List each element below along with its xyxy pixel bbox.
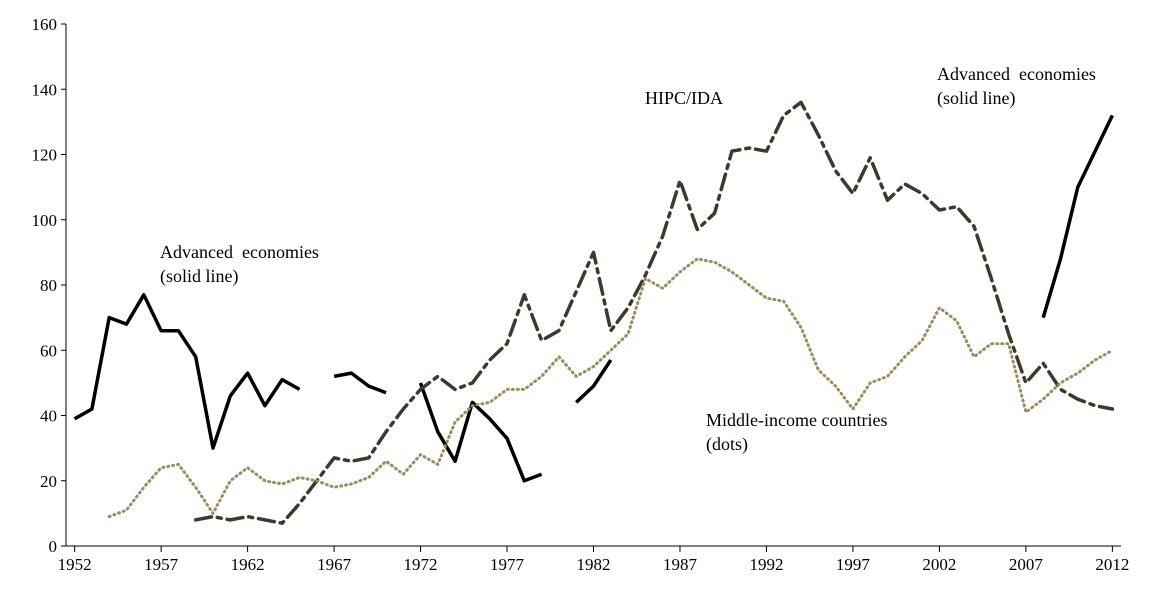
x-tick-label: 1987 bbox=[663, 555, 698, 574]
line-series bbox=[73, 293, 301, 450]
annotation: Middle-income countries bbox=[706, 410, 887, 430]
y-tick-label: 0 bbox=[49, 537, 58, 556]
x-tick-label: 1997 bbox=[836, 555, 871, 574]
annotation: HIPC/IDA bbox=[645, 88, 723, 108]
x-tick-label: 1952 bbox=[58, 555, 92, 574]
annotation: (solid line) bbox=[937, 88, 1016, 109]
y-tick-label: 20 bbox=[40, 472, 57, 491]
y-tick-label: 120 bbox=[32, 146, 58, 165]
x-tick-label: 2007 bbox=[1009, 555, 1044, 574]
line-series bbox=[1041, 114, 1114, 319]
annotation: Advanced economies bbox=[160, 242, 319, 262]
x-tick-label: 2002 bbox=[922, 555, 956, 574]
y-tick-label: 100 bbox=[32, 211, 58, 230]
line-series bbox=[107, 257, 1114, 519]
x-tick-label: 1977 bbox=[490, 555, 525, 574]
line-series bbox=[574, 359, 613, 404]
x-tick-label: 1992 bbox=[749, 555, 783, 574]
y-tick-label: 40 bbox=[40, 407, 57, 426]
x-tick-label: 2012 bbox=[1095, 555, 1129, 574]
line-series bbox=[333, 371, 387, 395]
y-tick-label: 160 bbox=[32, 15, 58, 34]
y-tick-label: 80 bbox=[40, 276, 57, 295]
annotation: Advanced economies bbox=[937, 64, 1096, 84]
x-tick-label: 1982 bbox=[577, 555, 611, 574]
annotation: (dots) bbox=[706, 434, 748, 455]
x-tick-label: 1972 bbox=[404, 555, 438, 574]
line-series bbox=[193, 100, 1115, 525]
annotation: (solid line) bbox=[160, 266, 239, 287]
x-tick-label: 1957 bbox=[144, 555, 179, 574]
y-tick-label: 60 bbox=[40, 341, 57, 360]
y-tick-label: 140 bbox=[32, 80, 58, 99]
x-tick-label: 1967 bbox=[317, 555, 352, 574]
x-tick-label: 1962 bbox=[231, 555, 265, 574]
line-series bbox=[418, 382, 543, 483]
